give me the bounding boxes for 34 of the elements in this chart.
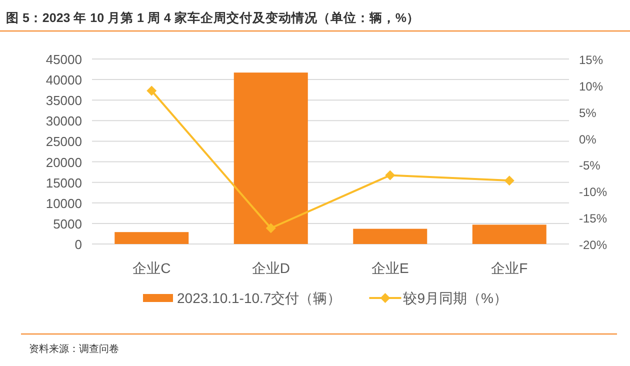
bar <box>353 228 428 244</box>
y-tick-label: 15000 <box>46 175 82 190</box>
bar <box>234 72 308 244</box>
y-tick-label: 35000 <box>46 93 82 108</box>
x-tick-label: 企业E <box>371 260 409 276</box>
point <box>385 170 396 180</box>
y-tick-label: 40000 <box>46 72 82 88</box>
y2-tick-label: 0% <box>579 132 597 146</box>
y2-tick-label: -5% <box>579 158 601 173</box>
y2-tick-label: 5% <box>579 106 597 120</box>
y2-tick-label: 15% <box>579 53 604 67</box>
x-tick-label: 企业F <box>491 260 528 276</box>
bar <box>114 232 189 244</box>
chart-title: 图 5：2023 年 10 月第 1 周 4 家车企周交付及变动情况（单位：辆，%） <box>6 10 420 25</box>
text: 资料来源：调查问卷 <box>29 343 119 355</box>
bar <box>472 224 546 244</box>
y-tick-label: 20000 <box>46 154 82 170</box>
legend-label: 2023.10.1-10.7交付（辆） <box>177 290 342 306</box>
y2-tick-label: 10% <box>579 79 604 94</box>
y-tick-label: 45000 <box>46 52 82 67</box>
legend-label: 较9月同期（%） <box>403 290 508 306</box>
x-tick-label: 企业C <box>132 260 171 276</box>
point <box>146 86 157 96</box>
y-tick-label: 5000 <box>53 216 82 232</box>
point <box>266 223 276 234</box>
x-tick-label: 企业D <box>252 260 290 276</box>
y2-tick-label: -15% <box>579 212 608 226</box>
y-tick-label: 10000 <box>46 196 82 211</box>
point <box>504 176 514 186</box>
y2-tick-label: -20% <box>579 238 608 252</box>
y-tick-label: 0 <box>74 237 82 252</box>
y-tick-label: 30000 <box>46 114 82 129</box>
y2-tick-label: -10% <box>579 185 608 200</box>
y-tick-label: 25000 <box>46 134 82 150</box>
